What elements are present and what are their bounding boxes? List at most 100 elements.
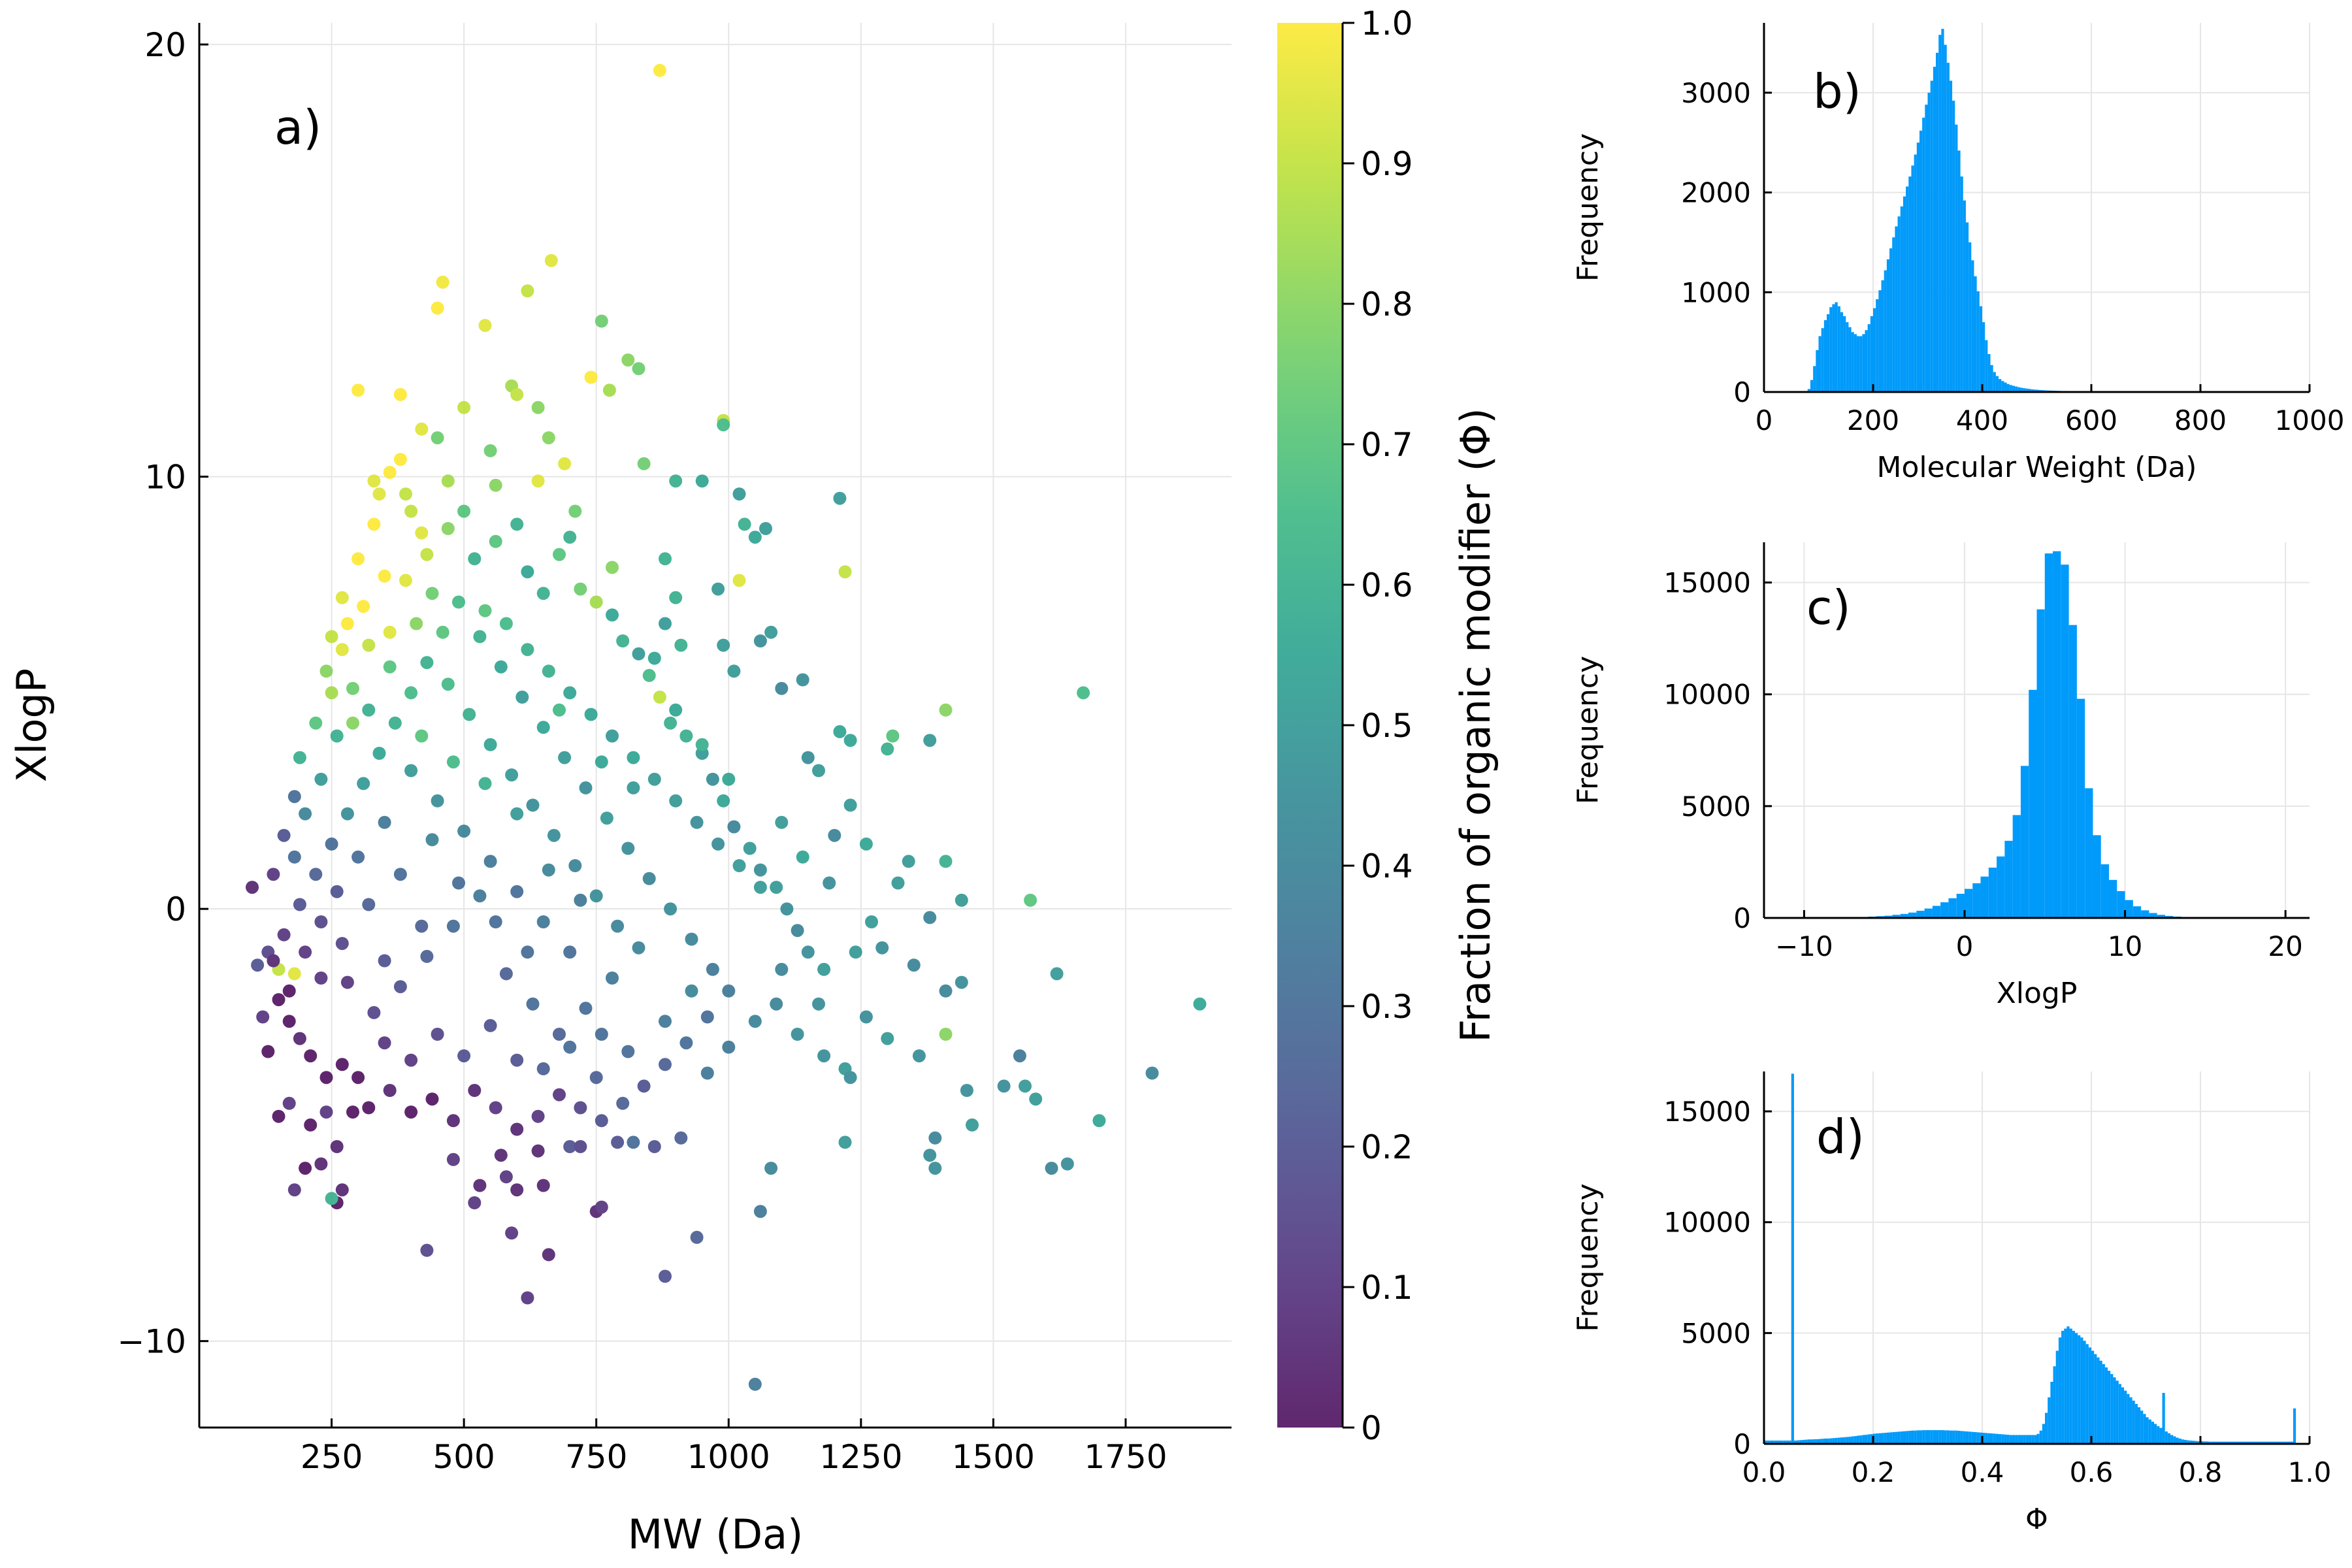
histogram-bar (1993, 372, 1996, 392)
scatter-point (325, 1192, 338, 1205)
histogram-bar (1932, 906, 1941, 918)
histogram-bar (2020, 387, 2023, 392)
scatter-point (293, 1032, 306, 1045)
scatter-point (446, 755, 460, 769)
scatter-point (287, 850, 301, 864)
histogram-bar (2233, 1441, 2236, 1444)
histogram-bar (2187, 1440, 2190, 1444)
histogram-bar (2078, 1335, 2081, 1444)
histogram-bar (1924, 908, 1933, 919)
x-tick-label: −10 (1775, 930, 1833, 962)
histogram-bar (1840, 1437, 1844, 1444)
scatter-point (399, 574, 412, 587)
histogram-bar (1892, 237, 1895, 392)
histogram-bar (1908, 912, 1917, 918)
histogram-bar (1956, 894, 1965, 918)
scatter-point (685, 984, 698, 998)
scatter-point (642, 668, 656, 682)
scatter-point (907, 958, 921, 972)
scatter-point (510, 517, 524, 531)
histogram-bar (2173, 1436, 2176, 1444)
scatter-point (299, 807, 312, 821)
scatter-point (287, 1183, 301, 1197)
histogram-bar (2282, 1441, 2285, 1444)
scatter-point (1024, 893, 1037, 907)
histogram-bar (2290, 1441, 2293, 1444)
x-tick-label: 0.8 (2179, 1456, 2223, 1488)
histogram-bar (1807, 1439, 1810, 1444)
scatter-point (632, 647, 645, 661)
y-tick-label: −10 (117, 1323, 186, 1361)
scatter-point (536, 721, 550, 734)
scatter-point (627, 781, 640, 794)
scatter-point (1193, 997, 1207, 1011)
histogram-bar (1914, 154, 1917, 392)
scatter-point (304, 1118, 318, 1132)
histogram-bar (1974, 276, 1977, 392)
histogram-bar (1892, 1432, 1895, 1444)
scatter-point (838, 565, 852, 579)
histogram-bar (2149, 913, 2157, 918)
scatter-point (881, 742, 894, 756)
histogram-bar (2113, 1377, 2116, 1444)
histogram-bar (2058, 1337, 2062, 1444)
histogram-bar (1922, 1429, 1925, 1444)
scatter-point (436, 625, 449, 639)
histogram-bar (2236, 1441, 2239, 1444)
scatter-point (468, 1196, 482, 1209)
scatter-point (1050, 967, 1064, 981)
histogram-bar (2151, 1422, 2155, 1444)
colorbar-tick-label: 0 (1361, 1409, 1382, 1447)
scatter-point (722, 772, 736, 786)
histogram-bar (1965, 222, 1969, 392)
histogram-bar (1938, 35, 1942, 392)
histogram-bar (2260, 1441, 2264, 1444)
scatter-point (325, 686, 338, 700)
scatter-point (499, 617, 513, 630)
scatter-point (346, 681, 359, 695)
colorbar-label: Fraction of organic modifier (Φ) (1452, 408, 1499, 1042)
scatter-point (282, 984, 296, 998)
scatter-point (753, 1205, 767, 1218)
scatter-point (457, 504, 471, 518)
scatter-point (489, 915, 502, 928)
scatter-point (378, 569, 391, 583)
scatter-point (606, 561, 619, 574)
colorbar-tick-label: 0.3 (1361, 988, 1413, 1026)
scatter-point (637, 1079, 651, 1093)
histogram-bar (1933, 67, 1936, 392)
scatter-point (335, 643, 349, 657)
histogram-bar (1895, 226, 1898, 392)
scatter-point (574, 893, 587, 907)
scatter-point (404, 686, 418, 700)
scatter-point (483, 738, 497, 751)
y-axis-label: Frequency (1571, 656, 1605, 804)
scatter-point (340, 807, 354, 821)
scatter-point (679, 729, 693, 743)
scatter-point (325, 837, 338, 851)
histogram-bar (1884, 915, 1893, 918)
histogram-bar (2164, 1431, 2168, 1444)
scatter-point (478, 604, 492, 617)
scatter-point (602, 384, 616, 397)
x-tick-label: 800 (2174, 404, 2227, 436)
histogram-bar (2285, 1441, 2288, 1444)
scatter-point (791, 1028, 804, 1041)
scatter-point (595, 314, 608, 328)
scatter-point (521, 945, 534, 959)
histogram-bar (1854, 1436, 1857, 1445)
histogram-bar (2072, 1330, 2075, 1444)
histogram-bar (1927, 1429, 1931, 1444)
scatter-point (351, 384, 365, 397)
scatter-point (738, 517, 751, 531)
scatter-point (606, 972, 619, 985)
scatter-point (521, 284, 534, 298)
scatter-point (383, 660, 397, 674)
histogram-bar (2132, 906, 2142, 918)
histogram-bar (1914, 1430, 1917, 1444)
histogram-bar (2036, 1433, 2040, 1444)
histogram-bar (1810, 1439, 1814, 1444)
scatter-point (293, 898, 306, 911)
scatter-point (330, 1140, 344, 1153)
histogram-bar (1774, 1440, 1778, 1444)
